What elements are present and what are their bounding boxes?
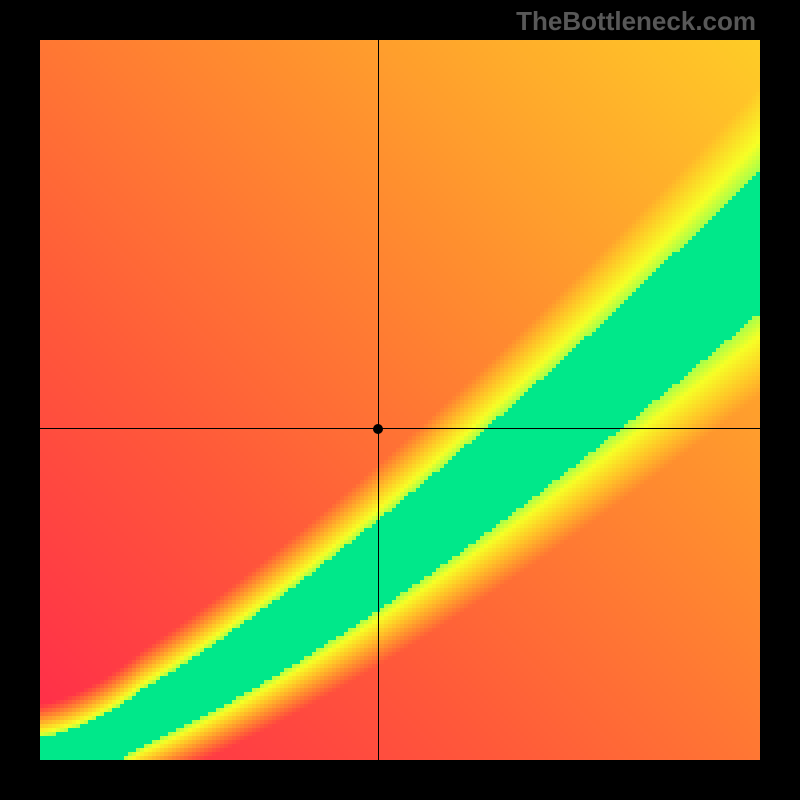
heatmap-canvas (40, 40, 760, 760)
chart-container: { "watermark": { "text": "TheBottleneck.… (0, 0, 800, 800)
watermark-text: TheBottleneck.com (516, 6, 756, 37)
data-point-marker (373, 424, 383, 434)
plot-area (40, 40, 760, 760)
crosshair-vertical (378, 40, 379, 760)
crosshair-horizontal (40, 428, 760, 429)
